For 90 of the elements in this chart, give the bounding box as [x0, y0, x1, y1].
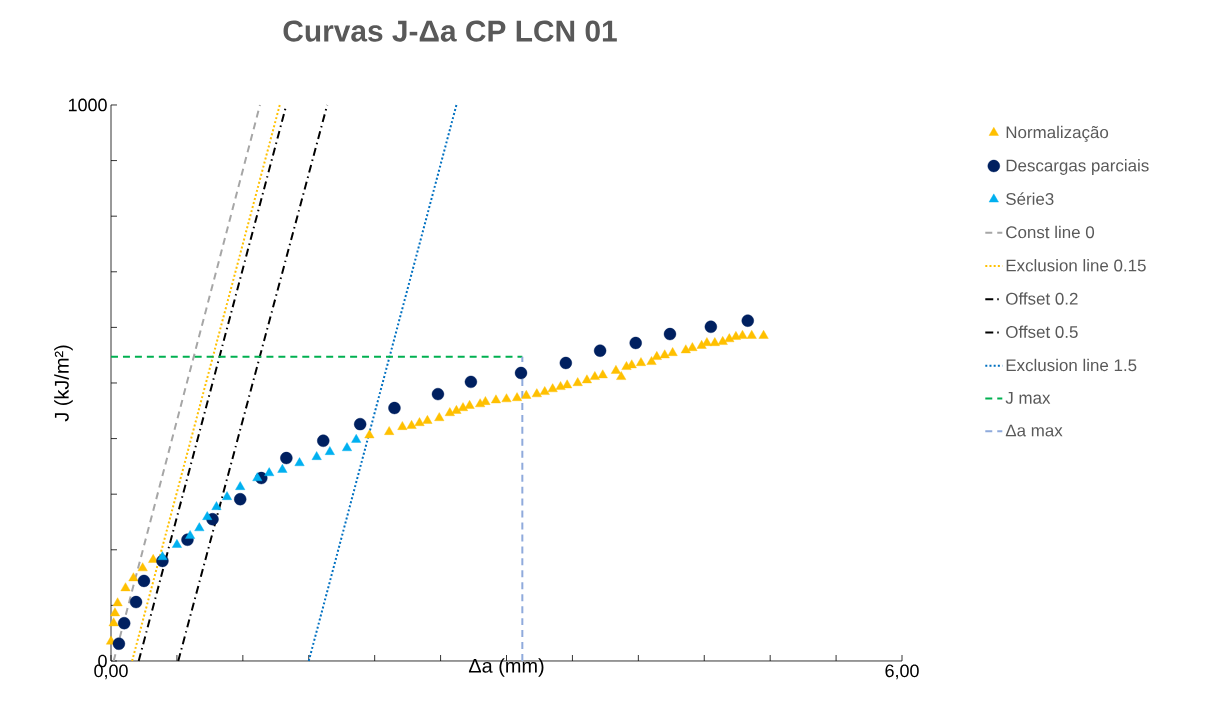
point — [667, 347, 678, 356]
point — [294, 457, 305, 466]
point — [120, 582, 131, 592]
point — [559, 356, 573, 370]
point — [610, 365, 621, 374]
point — [185, 530, 196, 539]
point — [137, 574, 151, 588]
point — [234, 493, 247, 506]
point — [202, 511, 213, 520]
point — [406, 420, 417, 429]
point — [646, 356, 657, 365]
point — [311, 451, 322, 460]
point — [354, 417, 367, 431]
point — [597, 369, 608, 379]
point — [501, 393, 512, 403]
point — [589, 371, 600, 380]
point — [659, 349, 670, 359]
point — [211, 501, 222, 510]
point — [581, 374, 592, 384]
point — [636, 357, 646, 366]
point — [324, 446, 335, 455]
point — [451, 405, 462, 414]
y-tick-label: 1000 — [68, 98, 107, 112]
point — [118, 617, 131, 630]
y-axis-title: J (kJ/m²) — [54, 345, 73, 422]
point — [157, 551, 168, 560]
point — [464, 375, 478, 389]
point — [342, 442, 352, 451]
legend-label: Δa max — [1005, 424, 1063, 437]
point — [512, 392, 522, 401]
legend-label: Const line 0 — [1006, 225, 1095, 239]
point — [724, 333, 735, 342]
point — [539, 386, 550, 395]
legend-label: Exclusion line 1.5 — [1006, 358, 1137, 372]
point — [709, 337, 720, 346]
point — [741, 314, 754, 327]
point — [222, 491, 232, 500]
point — [112, 597, 123, 607]
point — [593, 344, 607, 357]
legend-label: Exclusion line 0.15 — [1006, 259, 1146, 272]
point — [414, 417, 425, 426]
legend-label: Série3 — [1006, 192, 1054, 205]
point — [128, 572, 139, 582]
point — [364, 429, 375, 439]
point — [280, 451, 293, 465]
point — [384, 426, 395, 435]
point — [194, 522, 205, 532]
point — [277, 464, 288, 473]
point — [704, 320, 718, 334]
legend-label: Offset 0.2 — [1006, 292, 1078, 305]
point — [663, 327, 677, 341]
point — [434, 412, 445, 421]
point — [422, 415, 433, 424]
point — [235, 481, 246, 490]
point — [616, 371, 627, 380]
point — [521, 390, 532, 399]
point — [137, 562, 148, 572]
x-axis-title: Δa (mm) — [468, 658, 544, 677]
point — [651, 351, 662, 360]
point — [317, 434, 330, 447]
point — [112, 637, 126, 650]
point — [171, 539, 182, 548]
point — [514, 366, 528, 380]
point — [264, 467, 275, 476]
point — [629, 336, 642, 350]
point — [252, 472, 263, 481]
legend-label: Descargas parciais — [1006, 159, 1149, 175]
point — [491, 394, 501, 404]
point — [737, 330, 748, 339]
point — [547, 383, 558, 393]
point — [110, 607, 120, 617]
x-tick-label: 6,00 — [885, 664, 919, 680]
point — [464, 400, 475, 409]
point — [562, 379, 573, 389]
point — [758, 330, 769, 339]
point — [746, 330, 757, 339]
point — [351, 434, 362, 443]
point — [687, 342, 698, 351]
legend-label: J max — [1005, 392, 1051, 404]
point — [388, 401, 401, 415]
chart-title: Curvas J-Δa CP LCN 01 — [283, 20, 617, 42]
point — [397, 421, 408, 430]
point — [572, 377, 583, 386]
point — [717, 336, 728, 345]
point — [129, 595, 143, 609]
legend-label: Normalização — [1006, 125, 1109, 142]
point — [108, 617, 119, 627]
legend-label: Offset 0.5 — [1006, 325, 1078, 338]
point — [531, 388, 542, 398]
point — [431, 387, 445, 401]
